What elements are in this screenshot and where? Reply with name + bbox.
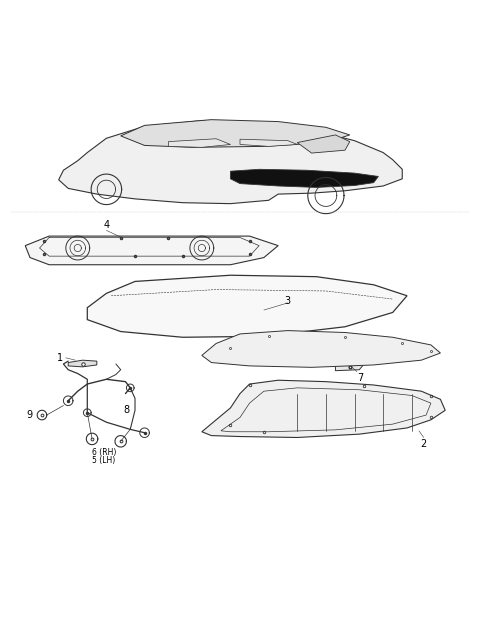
Text: 6 (RH): 6 (RH) — [92, 448, 116, 457]
Polygon shape — [336, 363, 364, 371]
Text: 3: 3 — [285, 296, 291, 305]
Text: 5 (LH): 5 (LH) — [92, 455, 116, 464]
Bar — [264, 401, 312, 422]
Polygon shape — [240, 139, 297, 146]
Polygon shape — [202, 330, 441, 367]
Text: 1: 1 — [57, 353, 63, 363]
Text: 9: 9 — [26, 410, 33, 420]
Text: 2: 2 — [420, 439, 427, 449]
Polygon shape — [230, 169, 378, 187]
Polygon shape — [25, 236, 278, 265]
Bar — [107, 243, 135, 251]
Bar — [336, 346, 360, 358]
Polygon shape — [87, 275, 407, 337]
Polygon shape — [297, 135, 350, 153]
Bar — [288, 342, 316, 356]
Bar — [154, 243, 183, 251]
Text: 8: 8 — [123, 405, 129, 415]
Text: 7: 7 — [357, 373, 363, 383]
Bar — [274, 401, 302, 413]
Text: 4: 4 — [103, 220, 109, 230]
Polygon shape — [202, 380, 445, 437]
Bar — [250, 342, 278, 356]
Polygon shape — [120, 120, 350, 147]
Polygon shape — [168, 138, 230, 147]
Polygon shape — [59, 120, 402, 204]
Polygon shape — [68, 360, 97, 367]
